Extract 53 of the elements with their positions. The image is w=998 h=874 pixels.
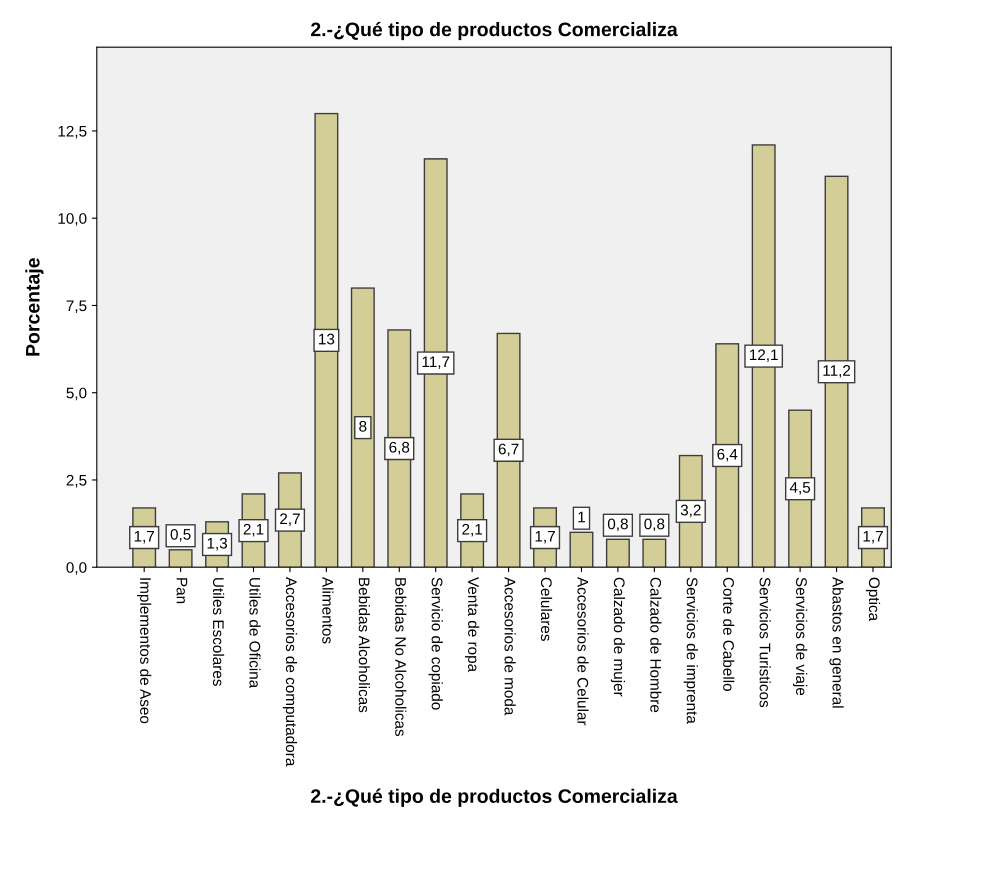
x-tick-label: Servicios Turisticos	[760, 578, 771, 708]
data-label: 3,2	[680, 504, 701, 518]
data-label: 12,1	[750, 349, 778, 362]
y-tick-label: 5,0	[66, 388, 86, 400]
x-tick-label: Servicio de copiado	[428, 578, 443, 710]
x-tick-label: Corte de Cabello	[723, 578, 734, 691]
data-label: 1,7	[536, 531, 555, 544]
y-tick-label: 2,5	[66, 474, 86, 488]
x-tick-label: Celulares	[540, 578, 552, 641]
x-tick-label: Implementos de Aseo	[137, 578, 152, 724]
x-tick-label: Accesorios de Celular	[577, 576, 589, 726]
x-tick-label: Calzado de Hombre	[650, 578, 662, 712]
y-axis-title: Porcentaje	[25, 258, 44, 356]
data-label: 2,1	[244, 524, 264, 536]
x-tick-label: Venta de ropa	[465, 577, 480, 672]
x-tick-label: Utiles Escolares	[212, 578, 224, 686]
data-label: 1	[578, 512, 585, 522]
data-label: 2,7	[280, 513, 300, 526]
data-label: 1,7	[134, 531, 154, 544]
data-label: 1,7	[864, 531, 883, 544]
y-tick-label: 10,0	[58, 213, 86, 226]
data-label: 8	[359, 420, 366, 432]
x-tick-label: Servicios de imprenta	[684, 578, 698, 724]
x-tick-label: Servicios de viaje	[792, 578, 808, 696]
x-tick-label: Abastos en general	[829, 576, 844, 708]
x-tick-label: Bebidas Alcoholicas	[358, 578, 370, 712]
y-tick-label: 7,5	[66, 300, 86, 313]
x-tick-label: Utiles de Oficina	[249, 578, 261, 688]
data-label: 6,4	[717, 448, 738, 462]
data-label: 0,5	[170, 528, 191, 542]
x-tick-label: Alimentos	[322, 576, 334, 644]
y-tick-label: 0,0	[66, 562, 86, 575]
data-label: 1,3	[208, 538, 228, 550]
y-tick-label: 12,5	[58, 126, 86, 138]
data-label: 0,8	[644, 518, 664, 532]
x-tick-label: Accesorios de moda	[504, 576, 516, 716]
chart-title: 2.-¿Qué tipo de productos Comercializa	[311, 22, 678, 40]
x-tick-label: Accesorios de computadora	[282, 576, 298, 766]
bar	[314, 112, 338, 568]
x-tick-label: Optica	[866, 578, 880, 622]
data-label: 11,2	[823, 365, 850, 378]
data-label: 6,8	[389, 442, 410, 454]
x-tick-label: Pan	[176, 578, 188, 604]
bar	[350, 287, 375, 568]
data-label: 2,1	[462, 524, 482, 536]
data-label: 13	[319, 334, 334, 344]
data-label: 6,7	[498, 444, 518, 456]
data-label: 0,8	[608, 518, 628, 532]
x-tick-label: Calzado de mujer	[610, 578, 626, 696]
x-tick-label: Bebidas No Alcoholicas	[395, 578, 406, 736]
data-label: 11,7	[422, 356, 450, 369]
x-axis-title: 2.-¿Qué tipo de productos Comercializa	[311, 788, 678, 807]
data-label: 4,5	[790, 482, 810, 495]
